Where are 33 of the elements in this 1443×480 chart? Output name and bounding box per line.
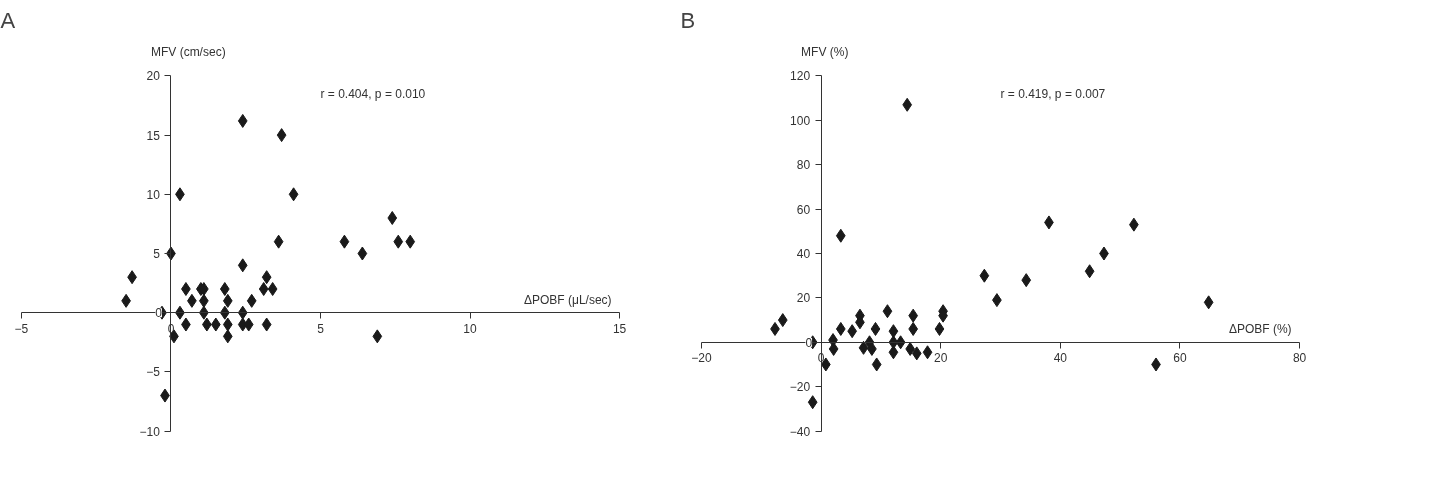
y-tick-label: −20	[789, 380, 811, 395]
x-tick-label: 20	[934, 351, 948, 366]
y-axis-title: MFV (cm/sec)	[150, 44, 226, 59]
annotation: r = 0.419, p = 0.007	[1000, 86, 1106, 101]
x-axis-title: ΔPOBF (%)	[1228, 322, 1292, 337]
x-tick-label: 5	[317, 321, 325, 336]
y-tick-label: 20	[146, 69, 161, 84]
x-tick-label: 40	[1053, 351, 1068, 366]
y-tick-label: −40	[789, 424, 811, 439]
x-axis-title: ΔPOBF (μL/sec)	[523, 292, 612, 307]
y-tick-label: −5	[146, 365, 161, 380]
y-tick-label: 15	[146, 128, 161, 143]
x-tick-label: 10	[463, 321, 478, 336]
y-tick-label: −10	[139, 424, 161, 439]
x-tick-label: 60	[1173, 351, 1187, 366]
y-tick-label: 60	[796, 202, 811, 217]
x-tick-label: −5	[14, 321, 29, 336]
y-axis-title: MFV (%)	[801, 44, 849, 59]
y-tick-label: 20	[796, 291, 811, 306]
y-tick-label: 10	[146, 187, 161, 202]
y-tick-label: 120	[790, 69, 811, 84]
chart-title: A	[0, 7, 16, 33]
y-tick-label: 0	[805, 335, 813, 350]
y-tick-label: 5	[153, 247, 161, 261]
x-tick-label: 80	[1292, 351, 1307, 366]
y-tick-label: 80	[796, 158, 811, 173]
chart-title: B	[680, 7, 696, 33]
x-tick-label: 15	[612, 321, 627, 336]
y-tick-label: 40	[796, 247, 811, 261]
y-tick-label: 100	[790, 113, 811, 128]
x-tick-label: −20	[691, 351, 712, 366]
annotation: r = 0.404, p = 0.010	[320, 86, 426, 101]
y-tick-label: 0	[155, 306, 163, 321]
